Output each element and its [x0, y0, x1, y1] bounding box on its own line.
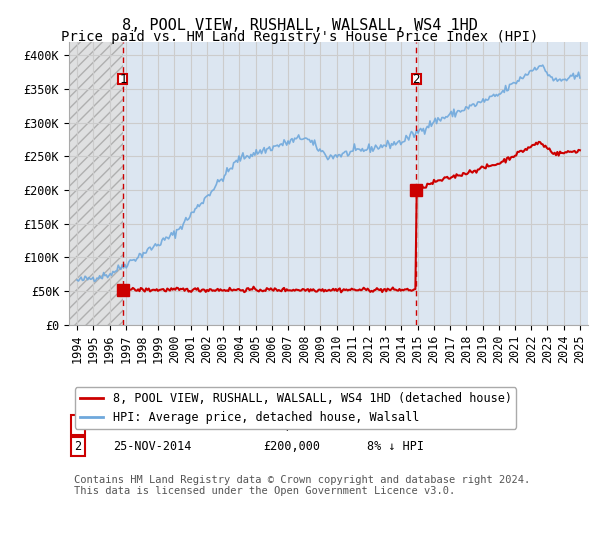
Bar [69, 42, 123, 325]
FancyBboxPatch shape [412, 74, 421, 85]
Legend: 8, POOL VIEW, RUSHALL, WALSALL, WS4 1HD (detached house), HPI: Average price, de: 8, POOL VIEW, RUSHALL, WALSALL, WS4 1HD … [75, 388, 517, 428]
Text: 1: 1 [74, 419, 82, 432]
FancyBboxPatch shape [118, 74, 127, 85]
Text: £200,000: £200,000 [263, 440, 320, 453]
Text: £51,950: £51,950 [263, 419, 314, 432]
Text: Contains HM Land Registry data © Crown copyright and database right 2024.
This d: Contains HM Land Registry data © Crown c… [74, 475, 530, 496]
Text: 25-NOV-2014: 25-NOV-2014 [113, 440, 191, 453]
Text: 35% ↓ HPI: 35% ↓ HPI [367, 419, 431, 432]
Text: 8% ↓ HPI: 8% ↓ HPI [367, 440, 424, 453]
Text: 1: 1 [119, 73, 127, 86]
Text: 2: 2 [412, 73, 420, 86]
Text: 25-OCT-1996: 25-OCT-1996 [113, 419, 191, 432]
Text: 2: 2 [74, 440, 82, 453]
Text: 8, POOL VIEW, RUSHALL, WALSALL, WS4 1HD: 8, POOL VIEW, RUSHALL, WALSALL, WS4 1HD [122, 18, 478, 33]
Text: Price paid vs. HM Land Registry's House Price Index (HPI): Price paid vs. HM Land Registry's House … [61, 30, 539, 44]
